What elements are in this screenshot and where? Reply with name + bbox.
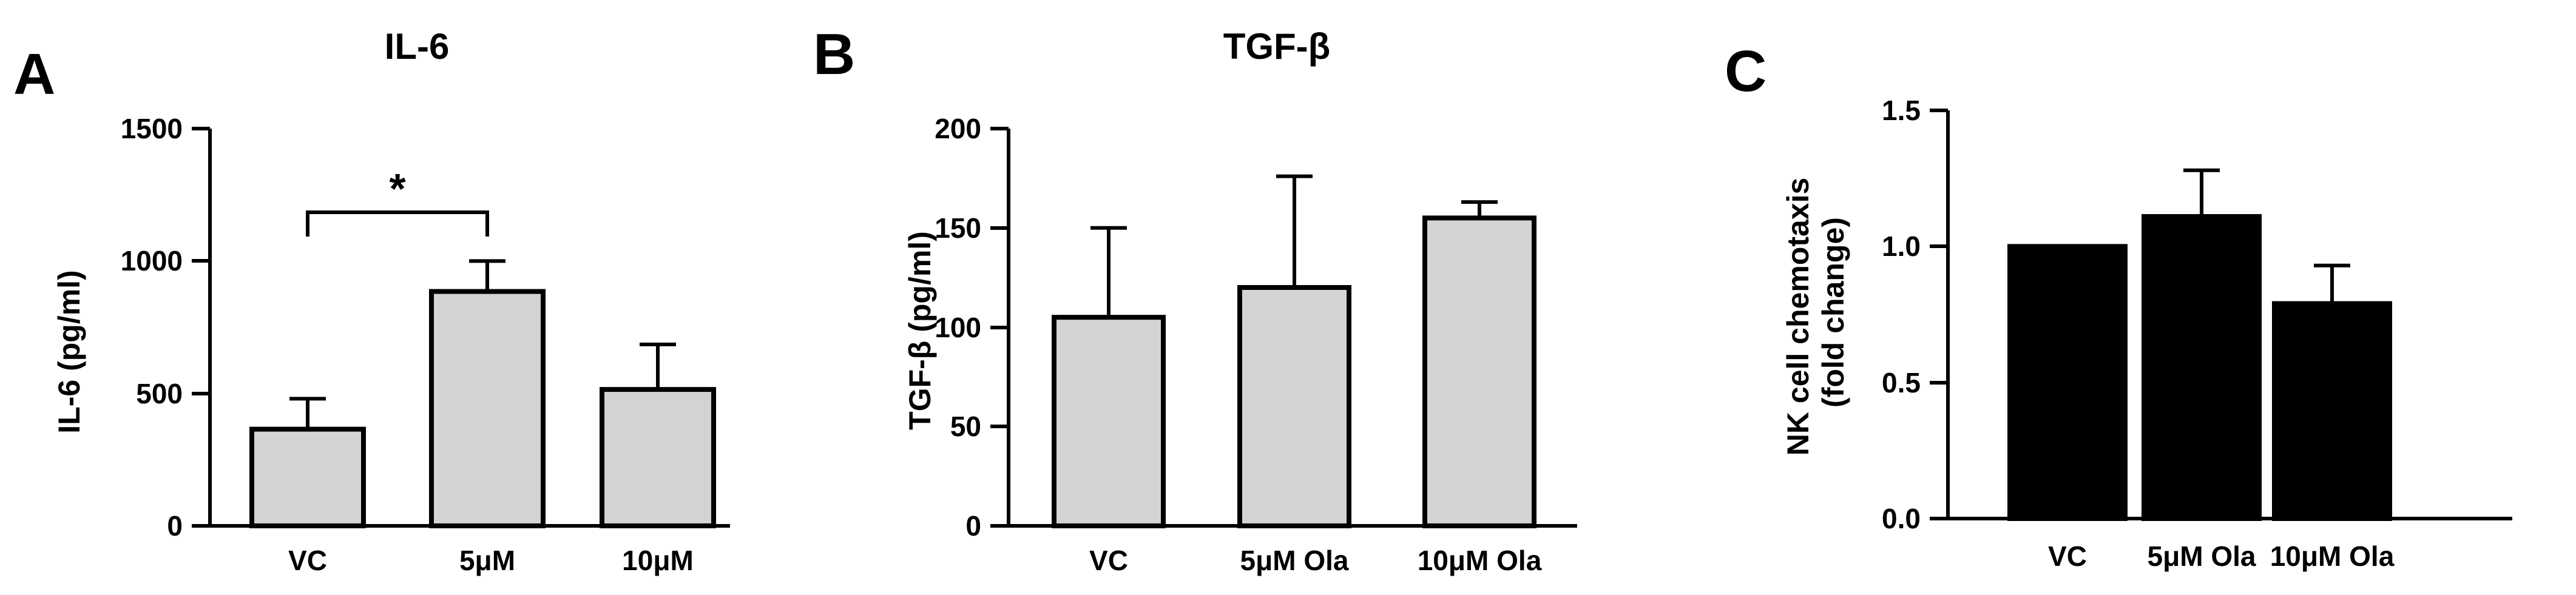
y-tick-label: 500	[136, 378, 183, 409]
x-tick-label: 5μM Ola	[2148, 540, 2256, 572]
panel-c: C NK cell chemotaxis (fold change) 0.0 0…	[1725, 39, 2512, 572]
y-tick-label: 1.0	[1882, 230, 1921, 262]
x-tick-label: VC	[1089, 545, 1128, 576]
y-tick-label: 1000	[121, 245, 183, 277]
y-axis-label-line: IL-6 (pg/ml)	[52, 270, 86, 433]
x-tick-label: 10μM Ola	[1418, 545, 1542, 576]
y-tick-label: 1.5	[1882, 95, 1921, 126]
y-axis-label-line: NK cell chemotaxis	[1781, 178, 1815, 456]
y-tick-label: 0	[167, 510, 183, 542]
bar	[1052, 315, 1166, 528]
bar	[1237, 285, 1351, 528]
y-tick-label: 200	[935, 113, 981, 144]
significance-label: *	[389, 165, 406, 212]
y-axis-label-line: (fold change)	[1816, 217, 1850, 408]
bar	[600, 387, 716, 528]
x-tick-label: 5μM	[459, 545, 515, 576]
y-tick-label: 0.5	[1882, 367, 1921, 398]
y-axis-label: NK cell chemotaxis (fold change)	[1781, 169, 1850, 455]
y-tick-label: 50	[950, 411, 981, 442]
y-axis-label: TGF-β (pg/ml)	[903, 231, 937, 430]
chart-title: TGF-β	[1223, 26, 1331, 67]
bar	[429, 289, 546, 528]
chart-title: IL-6	[385, 26, 450, 67]
x-tick-label: 5μM Ola	[1240, 545, 1349, 576]
x-tick-label: VC	[288, 545, 327, 576]
y-tick-label: 150	[935, 212, 981, 244]
x-tick-label: 10μM	[622, 545, 694, 576]
panel-b: B TGF-β TGF-β (pg/ml) 0 50 100 150 200 V…	[813, 22, 1577, 576]
bar	[2007, 244, 2128, 521]
panel-letter-a: A	[13, 42, 55, 107]
y-tick-label: 100	[935, 312, 981, 343]
significance-bracket	[306, 210, 489, 237]
y-tick-label: 0	[965, 510, 981, 542]
y-tick-label: 0.0	[1882, 503, 1921, 534]
bar	[249, 426, 366, 528]
panel-letter-c: C	[1725, 39, 1766, 104]
x-tick-label: 10μM Ola	[2270, 540, 2395, 572]
y-axis-label: IL-6 (pg/ml)	[52, 270, 86, 433]
bar	[2272, 301, 2392, 521]
x-tick-label: VC	[2048, 540, 2087, 572]
bar	[2142, 213, 2262, 521]
panel-a: A IL-6 IL-6 (pg/ml) 0 500 1000 1500 VC 5…	[13, 26, 730, 576]
y-axis-label-line: TGF-β (pg/ml)	[903, 231, 937, 430]
bar	[1422, 215, 1536, 528]
panel-letter-b: B	[813, 22, 855, 87]
y-tick-label: 1500	[121, 113, 183, 144]
